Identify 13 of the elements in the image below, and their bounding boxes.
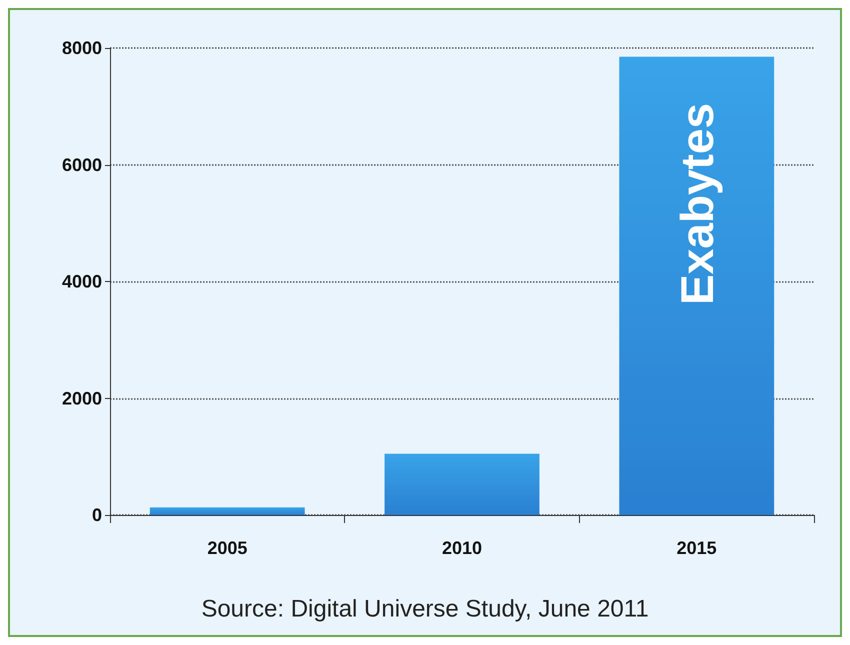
x-tick-label: 2005	[207, 538, 248, 558]
y-tick-label: 0	[92, 505, 102, 525]
bar	[150, 507, 305, 515]
y-tick-label: 8000	[62, 38, 102, 58]
bar	[619, 56, 774, 515]
y-tick-label: 4000	[62, 272, 102, 292]
y-tick-label: 6000	[62, 154, 102, 175]
source-note: Source: Digital Universe Study, June 2011	[201, 596, 649, 622]
y-axis-title: Exabytes	[671, 102, 723, 306]
bar	[384, 454, 540, 515]
x-tick-label: 2010	[442, 538, 482, 558]
y-tick-label: 2000	[62, 388, 102, 408]
x-tick-label: 2015	[676, 538, 717, 558]
